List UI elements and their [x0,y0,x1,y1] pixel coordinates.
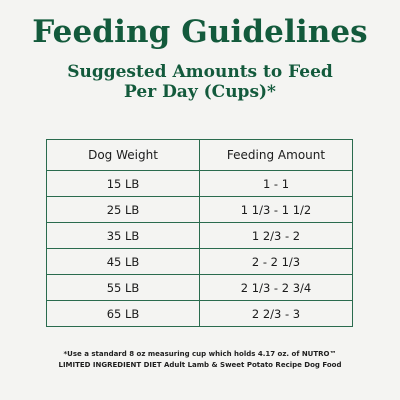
table-row: 55 LB 2 1/3 - 2 3/4 [46,274,353,301]
weight-cell: 55 LB [46,274,200,301]
amount-cell: 2 1/3 - 2 3/4 [199,274,353,301]
subtitle-line-2: Per Day (Cups)* [124,82,276,102]
header-feeding-amount: Feeding Amount [199,139,353,171]
footnote-line-1: *Use a standard 8 oz measuring cup which… [63,350,337,358]
footnote-line-2: LIMITED INGREDIENT DIET Adult Lamb & Swe… [58,361,342,369]
table-row: 35 LB 1 2/3 - 2 [46,222,353,249]
footnote: *Use a standard 8 oz measuring cup which… [0,349,400,371]
amount-cell: 1 1/3 - 1 1/2 [199,196,353,223]
amount-cell: 1 2/3 - 2 [199,222,353,249]
weight-cell: 15 LB [46,170,200,197]
amount-cell: 1 - 1 [199,170,353,197]
table-header-row: Dog Weight Feeding Amount [46,139,353,171]
subtitle-line-1: Suggested Amounts to Feed [67,62,333,82]
feeding-table: Dog Weight Feeding Amount 15 LB 1 - 1 25… [46,139,353,327]
amount-cell: 2 - 2 1/3 [199,248,353,275]
weight-cell: 65 LB [46,300,200,327]
table-row: 45 LB 2 - 2 1/3 [46,248,353,275]
amount-cell: 2 2/3 - 3 [199,300,353,327]
weight-cell: 45 LB [46,248,200,275]
subtitle: Suggested Amounts to Feed Per Day (Cups)… [0,62,400,102]
page-title: Feeding Guidelines [32,14,368,50]
weight-cell: 25 LB [46,196,200,223]
table-row: 25 LB 1 1/3 - 1 1/2 [46,196,353,223]
table-row: 15 LB 1 - 1 [46,170,353,197]
header-dog-weight: Dog Weight [46,139,200,171]
table-row: 65 LB 2 2/3 - 3 [46,300,353,327]
weight-cell: 35 LB [46,222,200,249]
